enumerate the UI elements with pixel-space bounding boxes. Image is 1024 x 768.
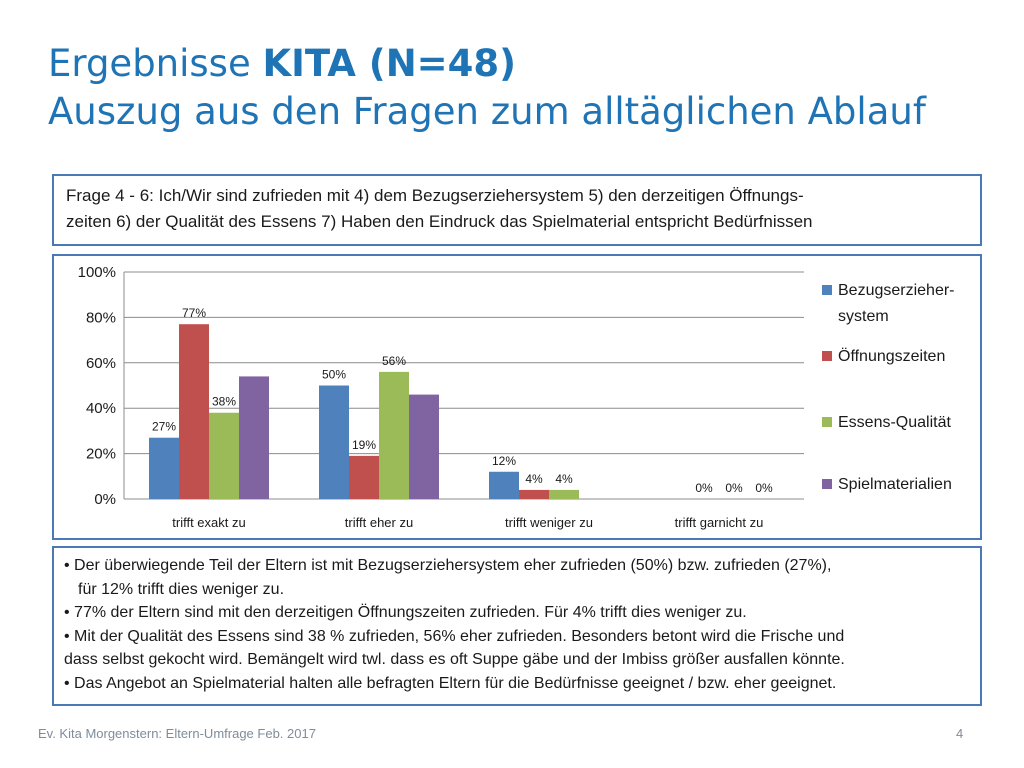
data-label: 4% bbox=[525, 472, 543, 486]
bar bbox=[149, 437, 179, 499]
data-label: 56% bbox=[382, 354, 406, 368]
y-tick-label: 100% bbox=[78, 264, 116, 281]
y-tick-label: 40% bbox=[86, 400, 116, 417]
footer-text: Ev. Kita Morgenstern: Eltern-Umfrage Feb… bbox=[38, 726, 316, 741]
bar bbox=[379, 371, 409, 499]
bar bbox=[239, 376, 269, 499]
bar bbox=[519, 489, 549, 499]
legend-swatch bbox=[822, 479, 832, 489]
question-box: Frage 4 - 6: Ich/Wir sind zufrieden mit … bbox=[52, 174, 982, 246]
legend-label: Essens-Qualität bbox=[838, 414, 951, 431]
summary-line: für 12% trifft dies weniger zu. bbox=[78, 580, 285, 598]
bar bbox=[319, 385, 349, 499]
summary-line: • Der überwiegende Teil der Eltern ist m… bbox=[64, 557, 832, 574]
summary-box: • Der überwiegende Teil der Eltern ist m… bbox=[52, 546, 982, 706]
bar bbox=[209, 412, 239, 499]
page-number: 4 bbox=[956, 726, 964, 741]
data-label: 0% bbox=[695, 481, 713, 495]
bar bbox=[179, 324, 209, 499]
legend-swatch bbox=[822, 417, 832, 427]
x-tick-label: trifft eher zu bbox=[345, 515, 413, 530]
y-tick-label: 0% bbox=[94, 491, 116, 508]
y-tick-label: 60% bbox=[86, 355, 116, 372]
data-label: 27% bbox=[152, 420, 176, 434]
y-tick-label: 20% bbox=[86, 446, 116, 463]
bar bbox=[549, 489, 579, 499]
bar bbox=[349, 455, 379, 499]
x-tick-label: trifft garnicht zu bbox=[675, 515, 764, 530]
summary-line: • Mit der Qualität des Essens sind 38 % … bbox=[64, 627, 845, 645]
x-tick-label: trifft exakt zu bbox=[172, 515, 245, 530]
data-label: 0% bbox=[725, 481, 743, 495]
data-label: 0% bbox=[755, 481, 773, 495]
chart-panel: 0% 20% 40% 60% 80% 100% 27% 77% 38% trifft exakt … bbox=[52, 254, 982, 540]
bar-chart: 0% 20% 40% 60% 80% 100% 27% 77% 38% trifft exakt … bbox=[78, 264, 955, 530]
question-line-1: Frage 4 - 6: Ich/Wir sind zufrieden mit … bbox=[66, 186, 804, 205]
data-label: 12% bbox=[492, 454, 516, 468]
bar bbox=[409, 394, 439, 499]
title-line-2: Auszug aus den Fragen zum alltäglichen A… bbox=[48, 90, 926, 133]
slide-title: Ergebnisse KITA (N=48) Auszug aus den Fr… bbox=[48, 40, 988, 136]
legend-label: Spielmaterialien bbox=[838, 476, 952, 493]
summary-line: • Das Angebot an Spielmaterial halten al… bbox=[64, 674, 837, 692]
legend-swatch bbox=[822, 351, 832, 361]
question-line-2: zeiten 6) der Qualität des Essens 7) Hab… bbox=[66, 212, 813, 231]
legend-label: Öffnungszeiten bbox=[838, 347, 945, 365]
legend-label: Bezugserzieher- bbox=[838, 282, 955, 299]
data-label: 38% bbox=[212, 395, 236, 409]
title-line-1: Ergebnisse KITA (N=48) bbox=[48, 42, 517, 85]
bar bbox=[489, 471, 519, 499]
data-label: 50% bbox=[322, 368, 346, 382]
summary-line: • 77% der Eltern sind mit den derzeitige… bbox=[64, 604, 747, 621]
data-label: 77% bbox=[182, 306, 206, 320]
y-tick-label: 80% bbox=[86, 309, 116, 326]
data-label: 19% bbox=[352, 438, 376, 452]
summary-line: dass selbst gekocht wird. Bemängelt wird… bbox=[64, 651, 845, 668]
data-label: 4% bbox=[555, 472, 573, 486]
legend-label: system bbox=[838, 308, 889, 325]
legend-swatch bbox=[822, 285, 832, 295]
x-tick-label: trifft weniger zu bbox=[505, 515, 593, 530]
